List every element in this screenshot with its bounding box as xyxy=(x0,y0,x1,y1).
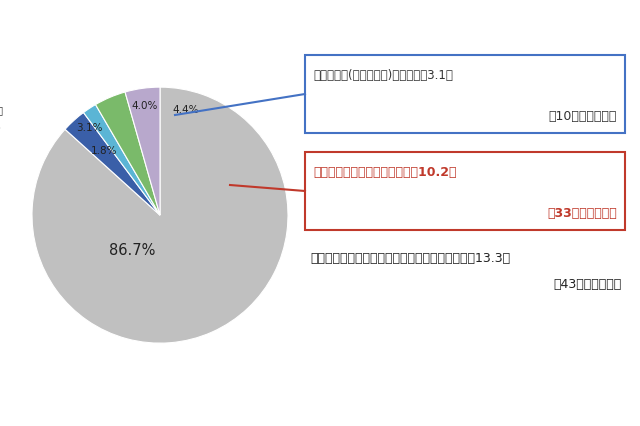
Wedge shape xyxy=(95,92,160,215)
Text: (n=6,450): (n=6,450) xyxy=(0,124,1,132)
Text: 「不登校」または「不登校傾向」にある子ども：13.3％: 「不登校」または「不登校傾向」にある子ども：13.3％ xyxy=(310,252,510,265)
Text: 3.1%: 3.1% xyxy=(76,123,103,133)
Text: 4.0%: 4.0% xyxy=(131,101,158,111)
Text: 「不登校」(文科省定義)の子ども：3.1％: 「不登校」(文科省定義)の子ども：3.1％ xyxy=(313,69,453,82)
Wedge shape xyxy=(83,104,160,215)
Text: 絀43万人（推計）: 絀43万人（推計） xyxy=(554,278,622,291)
Text: 1.8%: 1.8% xyxy=(90,146,117,156)
Wedge shape xyxy=(32,87,288,343)
Text: 4.4%: 4.4% xyxy=(172,105,199,115)
FancyBboxPatch shape xyxy=(305,152,625,230)
Text: 86.7%: 86.7% xyxy=(109,244,155,259)
Text: 絀10万人（推計）: 絀10万人（推計） xyxy=(548,110,617,123)
Wedge shape xyxy=(65,112,160,215)
Text: 絀33万人（推計）: 絀33万人（推計） xyxy=(547,207,617,220)
Text: 「不登校傾向」にある子ども：10.2％: 「不登校傾向」にある子ども：10.2％ xyxy=(313,166,456,179)
Text: 中学校の通学状況: 中学校の通学状況 xyxy=(0,105,3,115)
Wedge shape xyxy=(125,87,160,215)
FancyBboxPatch shape xyxy=(305,55,625,133)
